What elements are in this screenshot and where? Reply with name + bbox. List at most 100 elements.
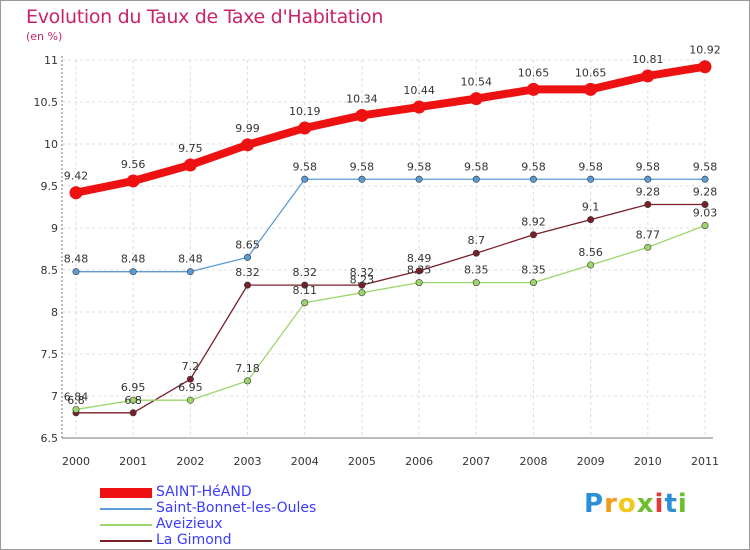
data-label: 9.58: [292, 160, 317, 173]
x-tick-label: 2004: [291, 455, 319, 468]
data-label: 9.58: [578, 160, 603, 173]
data-point: [183, 158, 197, 172]
series-line: [75, 178, 706, 273]
data-point: [129, 409, 137, 417]
data-point: [529, 175, 537, 183]
data-point: [644, 175, 652, 183]
data-label: 8.23: [350, 274, 375, 287]
data-label: 8.35: [407, 264, 432, 277]
data-label: 8.65: [235, 238, 260, 251]
x-tick-label: 2007: [462, 455, 490, 468]
data-point: [412, 100, 426, 114]
data-point: [644, 200, 652, 208]
data-label: 8.35: [521, 264, 546, 277]
data-label: 9.56: [121, 158, 146, 171]
data-label: 9.1: [582, 201, 600, 214]
data-point: [186, 396, 194, 404]
series-line: [75, 203, 706, 414]
data-label: 9.03: [693, 206, 718, 219]
data-label: 8.11: [292, 284, 317, 297]
data-point: [587, 261, 595, 269]
data-point: [355, 108, 369, 122]
data-point: [301, 299, 309, 307]
data-label: 8.32: [350, 266, 375, 279]
y-tick-label: 7: [51, 390, 58, 403]
data-point: [72, 268, 80, 276]
data-label: 9.42: [64, 170, 89, 183]
data-labels: 9.42 9.56 9.75 9.99 10.19 10.34 10.44 10.54 10.6…: [64, 44, 721, 407]
data-label: 8.32: [235, 266, 260, 279]
data-point: [358, 281, 366, 289]
data-label: 8.35: [464, 264, 489, 277]
data-point: [415, 279, 423, 287]
legend-label: Aveizieux: [156, 516, 223, 532]
data-point: [587, 216, 595, 224]
x-tick-label: 2006: [405, 455, 433, 468]
data-label: 10.54: [461, 76, 493, 89]
data-point: [186, 375, 194, 383]
data-point: [701, 200, 709, 208]
data-label: 6.8: [67, 394, 85, 407]
data-point: [415, 267, 423, 275]
logo-letter: t: [664, 489, 678, 519]
data-label: 8.49: [407, 252, 432, 265]
chart-title: Evolution du Taux de Taxe d'Habitation: [26, 6, 384, 28]
logo-letter: r: [604, 489, 618, 519]
data-point: [129, 396, 137, 404]
x-tick-label: 2005: [348, 455, 376, 468]
y-tick-label: 9: [51, 222, 58, 235]
data-label: 8.56: [578, 246, 603, 259]
data-label: 8.48: [178, 253, 203, 266]
data-point: [526, 82, 540, 96]
logo-letter: i: [677, 489, 688, 519]
data-label: 9.58: [407, 160, 432, 173]
x-tick-label: 2008: [519, 455, 547, 468]
data-point: [698, 60, 712, 74]
data-label: 8.48: [64, 253, 89, 266]
data-label: 10.81: [632, 53, 664, 66]
data-point: [529, 279, 537, 287]
data-label: 6.95: [178, 381, 203, 394]
series-layer: [69, 60, 712, 417]
data-point: [298, 121, 312, 135]
grid: [62, 59, 706, 439]
data-label: 7.18: [235, 362, 260, 375]
data-point: [72, 405, 80, 413]
data-point: [584, 82, 598, 96]
data-label: 9.75: [178, 142, 203, 155]
data-label: 9.99: [235, 122, 260, 135]
y-tick-label: 11: [44, 54, 58, 67]
data-label: 9.58: [521, 160, 546, 173]
data-label: 8.92: [521, 216, 546, 229]
x-tick-label: 2002: [176, 455, 204, 468]
legend-swatch: [100, 524, 152, 526]
data-point: [244, 377, 252, 385]
data-point: [301, 281, 309, 289]
data-label: 8.7: [468, 234, 486, 247]
data-point: [241, 138, 255, 152]
data-label: 10.92: [689, 44, 721, 57]
y-tick-label: 8.5: [41, 264, 59, 277]
data-label: 10.34: [346, 92, 378, 105]
legend-label: Saint-Bonnet-les-Oules: [156, 500, 317, 516]
x-tick-label: 2010: [634, 455, 662, 468]
data-label: 7.2: [182, 360, 200, 373]
legend-swatch: [100, 508, 152, 510]
data-point: [129, 268, 137, 276]
series-line: [72, 62, 709, 197]
data-point: [469, 92, 483, 106]
axes: 6.5 7 7.5 8 8.5 9 9.5 10 10.5 11 2000 2001 2002 2003 2…: [34, 54, 720, 468]
data-point: [358, 289, 366, 297]
legend-label: SAINT-HéAND: [156, 484, 252, 500]
y-tick-label: 6.5: [41, 432, 59, 445]
x-tick-label: 2003: [234, 455, 262, 468]
data-label: 10.19: [289, 105, 321, 118]
data-label: 10.44: [403, 84, 435, 97]
data-label: 6.8: [124, 394, 142, 407]
y-tick-label: 8: [51, 306, 58, 319]
data-label: 6.84: [64, 390, 89, 403]
y-tick-label: 10: [44, 138, 58, 151]
data-label: 9.28: [636, 185, 661, 198]
data-label: 9.58: [636, 160, 661, 173]
data-label: 6.95: [121, 381, 146, 394]
